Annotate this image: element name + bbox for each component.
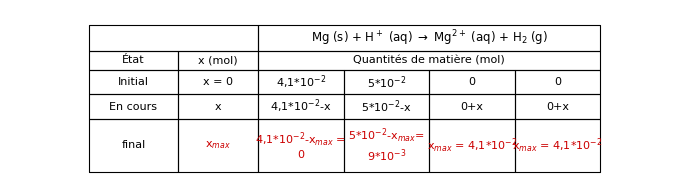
Text: x (mol): x (mol) [198,55,238,65]
Text: 0+x: 0+x [460,102,483,112]
Text: Quantités de matière (mol): Quantités de matière (mol) [353,55,505,65]
Text: État: État [122,55,145,65]
Text: 4,1*10$^{-2}$-x: 4,1*10$^{-2}$-x [270,98,332,115]
Text: final: final [121,140,145,150]
Text: 5*10$^{-2}$-x$_{max}$=
9*10$^{-3}$: 5*10$^{-2}$-x$_{max}$= 9*10$^{-3}$ [348,127,425,164]
Text: 4,1*10$^{-2}$: 4,1*10$^{-2}$ [276,73,326,91]
Text: x$_{max}$: x$_{max}$ [205,140,231,151]
Text: x$_{max}$ = 4,1*10$^{-2}$: x$_{max}$ = 4,1*10$^{-2}$ [427,136,518,155]
Text: 5*10$^{-2}$: 5*10$^{-2}$ [367,74,406,90]
Text: 0+x: 0+x [546,102,569,112]
Text: 4,1*10$^{-2}$-x$_{max}$ =
0: 4,1*10$^{-2}$-x$_{max}$ = 0 [255,130,347,160]
Text: x = 0: x = 0 [203,77,233,87]
Text: 0: 0 [468,77,476,87]
Text: Initial: Initial [118,77,149,87]
Text: Mg (s) + H$^+$ (aq) $\rightarrow$ Mg$^{2+}$ (aq) + H$_2$ (g): Mg (s) + H$^+$ (aq) $\rightarrow$ Mg$^{2… [311,28,548,48]
Text: En cours: En cours [110,102,157,112]
Text: 5*10$^{-2}$-x: 5*10$^{-2}$-x [361,98,412,115]
Text: x: x [215,102,221,112]
Text: x$_{max}$ = 4,1*10$^{-2}$: x$_{max}$ = 4,1*10$^{-2}$ [512,136,603,155]
Text: 0: 0 [554,77,561,87]
